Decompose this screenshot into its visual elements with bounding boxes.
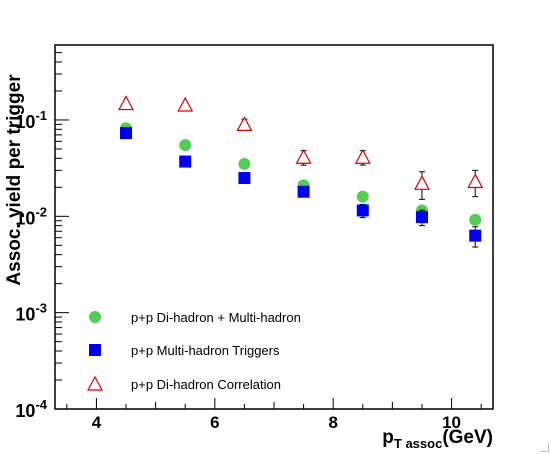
axis-ticks (55, 52, 482, 410)
data-point-square (356, 204, 369, 217)
y-tick-base: 10 (15, 305, 35, 325)
y-tick-base: 10 (15, 208, 35, 228)
y-tick-base: 10 (15, 112, 35, 132)
y-tick-label: 10-4 (15, 397, 47, 421)
series-circle (120, 122, 482, 226)
x-axis-title-unit: (GeV) (442, 427, 493, 448)
data-point-square (297, 185, 310, 198)
y-tick-labels: 10-410-310-210-1 (15, 108, 47, 421)
legend: p+p Di-hadron + Multi-hadron p+p Multi-h… (86, 310, 301, 392)
data-point-triangle (467, 173, 484, 189)
y-tick-exp: -1 (35, 108, 47, 123)
legend-marker-circle (89, 311, 101, 323)
data-point-triangle (413, 175, 430, 190)
data-point-square (469, 229, 482, 242)
y-tick-label: 10-1 (15, 108, 47, 132)
legend-label-di: p+p Di-hadron Correlation (131, 377, 281, 392)
legend-label-di-multi: p+p Di-hadron + Multi-hadron (131, 310, 301, 325)
series-square (120, 127, 482, 248)
data-point-circle (238, 157, 251, 170)
data-point-triangle (118, 95, 135, 111)
series-layer (118, 95, 484, 248)
data-point-square (120, 127, 133, 140)
data-point-circle (469, 213, 482, 226)
data-point-square (238, 171, 251, 184)
x-axis-title-p: p (382, 427, 394, 448)
y-tick-label: 10-2 (15, 204, 47, 228)
data-point-circle (179, 138, 192, 151)
legend-marker-triangle (86, 375, 104, 391)
y-tick-base: 10 (15, 401, 35, 421)
x-axis-title: pT assoc(GeV) (382, 427, 493, 451)
legend-label-multi: p+p Multi-hadron Triggers (131, 343, 280, 358)
data-point-square (415, 211, 428, 224)
y-tick-exp: -4 (35, 397, 47, 412)
data-point-triangle (177, 96, 194, 112)
x-tick-label: 8 (328, 413, 337, 432)
y-axis-title: Assoc. yield per trigger (4, 74, 25, 286)
corner-mark (540, 443, 549, 452)
y-tick-exp: -2 (35, 204, 47, 219)
data-point-square (179, 155, 192, 168)
x-tick-labels: 4 6 8 10 (92, 413, 461, 432)
x-tick-label: 6 (210, 413, 219, 432)
y-tick-exp: -3 (35, 301, 47, 316)
data-point-triangle (236, 116, 253, 131)
data-point-circle (356, 190, 369, 203)
y-tick-label: 10-3 (15, 301, 47, 325)
x-tick-label: 4 (92, 413, 102, 432)
data-point-triangle (354, 149, 371, 164)
data-point-triangle (295, 149, 312, 164)
legend-marker-square (89, 344, 101, 356)
x-axis-title-sub: T assoc (394, 436, 442, 451)
series-triangle-open (118, 95, 484, 200)
x-tick-label: 10 (442, 413, 461, 432)
